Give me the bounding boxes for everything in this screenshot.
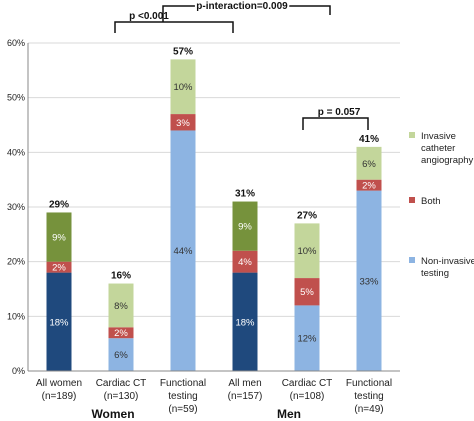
legend-label: Non-invasive <box>421 256 474 267</box>
bar-total-label: 29% <box>49 199 69 210</box>
segment-value-label: 9% <box>238 222 252 233</box>
p-value-men: p = 0.057 <box>318 107 361 118</box>
category-label: (n=189) <box>42 391 77 402</box>
y-tick-label: 10% <box>7 311 25 321</box>
legend-label: angiography <box>421 155 474 166</box>
group-label-men: Men <box>277 407 301 421</box>
segment-value-label: 10% <box>173 82 193 93</box>
bar-segment-non-invasive-testing <box>294 305 320 371</box>
segment-value-label: 2% <box>114 328 128 339</box>
category-label: Functional <box>160 378 206 389</box>
segment-value-label: 18% <box>235 317 255 328</box>
category-label: (n=157) <box>228 391 263 402</box>
bar-totals: 29% 16% 57% 31% 27% 41% <box>49 46 379 281</box>
segment-value-label: 2% <box>362 181 376 192</box>
category-label: All men <box>228 378 261 389</box>
y-tick-label: 30% <box>7 202 25 212</box>
segment-value-label: 3% <box>176 118 190 129</box>
y-tick-label: 40% <box>7 147 25 157</box>
bar-total-label: 31% <box>235 189 255 200</box>
bar-segment-invasive-catheter-angiography <box>232 201 258 251</box>
category-label: (n=49) <box>354 404 383 415</box>
p-value-women: p <0.001 <box>129 11 169 22</box>
legend-label: testing <box>421 268 449 279</box>
y-tick-label: 50% <box>7 93 25 103</box>
bar-segment-invasive-catheter-angiography <box>46 212 72 262</box>
segment-value-label: 6% <box>362 159 376 170</box>
segment-value-label: 44% <box>173 246 193 257</box>
axes <box>27 43 400 372</box>
bar-segment-invasive-catheter-angiography <box>294 223 320 279</box>
bar-segment-non-invasive-testing <box>356 190 382 371</box>
bars <box>46 59 382 371</box>
bracket-men: p = 0.057 <box>302 107 369 130</box>
segment-labels: 18% 2% 9% 6% 2% 8% 44% 3% 10% 18% 4% 9% 12% 5% 10% 33% 2… <box>49 82 379 361</box>
category-label: testing <box>354 391 383 402</box>
bar-segment-both <box>46 261 72 273</box>
legend-label: Invasive <box>421 131 456 142</box>
segment-value-label: 5% <box>300 287 314 298</box>
grid-lines <box>28 42 400 317</box>
category-label: All women <box>36 378 82 389</box>
segment-value-label: 9% <box>52 233 66 244</box>
y-tick-label: 60% <box>7 38 25 48</box>
bar-segment-both <box>170 114 196 131</box>
bar-total-label: 16% <box>111 271 131 282</box>
segment-value-label: 18% <box>49 317 69 328</box>
category-label: (n=130) <box>104 391 139 402</box>
category-label: (n=108) <box>290 391 325 402</box>
bar-segment-both <box>108 327 134 339</box>
bar-segment-invasive-catheter-angiography <box>356 146 382 180</box>
bar-segment-both <box>294 278 320 306</box>
y-tick-label: 0% <box>12 366 25 376</box>
legend-swatch <box>409 257 415 263</box>
segment-value-label: 4% <box>238 257 252 268</box>
bar-segment-non-invasive-testing <box>108 338 134 371</box>
bar-segment-both <box>232 250 258 273</box>
y-tick-label: 20% <box>7 257 25 267</box>
bar-segment-non-invasive-testing <box>232 272 258 371</box>
category-label: Cardiac CT <box>282 378 333 389</box>
category-label: Functional <box>346 378 392 389</box>
segment-value-label: 10% <box>297 246 317 257</box>
segment-value-label: 12% <box>297 334 317 345</box>
bar-segment-invasive-catheter-angiography <box>108 283 134 328</box>
bar-segment-non-invasive-testing <box>46 272 72 371</box>
category-label: Cardiac CT <box>96 378 147 389</box>
y-axis-ticks: 0% 10% 20% 30% 40% 50% 60% <box>7 38 25 376</box>
bar-segment-non-invasive-testing <box>170 130 196 371</box>
legend-label: catheter <box>421 143 455 154</box>
legend-swatch <box>409 132 415 138</box>
bracket-women: p <0.001 <box>114 11 234 33</box>
segment-value-label: 6% <box>114 350 128 361</box>
legend-label: Both <box>421 196 441 207</box>
bar-segment-both <box>356 179 382 191</box>
bar-segment-invasive-catheter-angiography <box>170 59 196 115</box>
segment-value-label: 2% <box>52 263 66 274</box>
segment-value-label: 33% <box>359 276 379 287</box>
p-value-interaction: p-interaction=0.009 <box>196 1 288 12</box>
category-label: testing <box>168 391 197 402</box>
bar-total-label: 57% <box>173 46 193 57</box>
legend-swatch <box>409 197 415 203</box>
bracket-interaction: p-interaction=0.009 <box>162 0 331 22</box>
bar-total-label: 41% <box>359 134 379 145</box>
category-labels: All women (n=189) Cardiac CT (n=130) Functio… <box>36 378 392 415</box>
category-label: (n=59) <box>168 404 197 415</box>
bar-total-label: 27% <box>297 210 317 221</box>
segment-value-label: 8% <box>114 301 128 312</box>
group-label-women: Women <box>91 407 134 421</box>
